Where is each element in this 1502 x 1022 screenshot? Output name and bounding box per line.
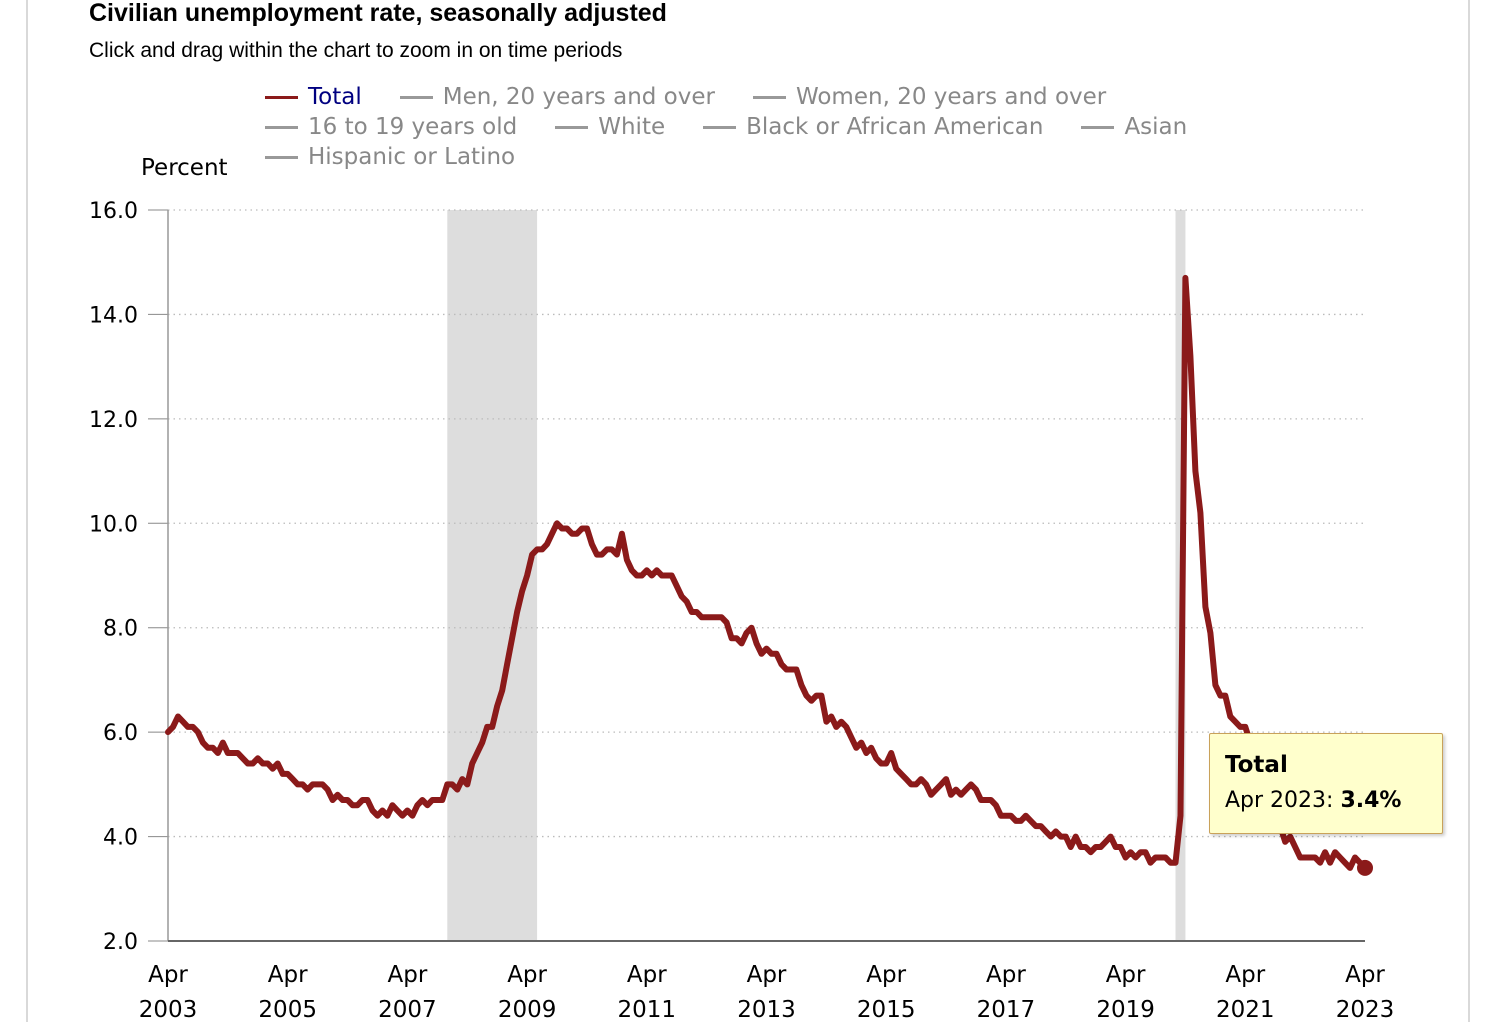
highlight-point	[1357, 859, 1373, 876]
legend-label: Asian	[1124, 114, 1188, 140]
legend-label: Black or African American	[746, 114, 1044, 140]
tooltip-date: Apr 2023	[1225, 788, 1327, 813]
y-tick-label: 2.0	[103, 930, 138, 955]
legend-label: 16 to 19 years old	[308, 114, 518, 140]
y-tick-label: 4.0	[103, 826, 138, 851]
x-tick-label-month: Apr	[1106, 962, 1146, 988]
frame-right-border	[1468, 0, 1470, 1022]
legend-row: Total Men, 20 years and over Women, 20 y…	[265, 82, 1265, 112]
x-tick-label-year: 2003	[139, 997, 198, 1022]
legend-label: Men, 20 years and over	[442, 84, 715, 110]
frame-left-border	[26, 0, 28, 1022]
x-tick-label-year: 2007	[378, 997, 437, 1022]
x-tick-label-year: 2015	[857, 997, 916, 1022]
legend-swatch-icon	[265, 155, 298, 159]
series-line-total[interactable]	[165, 274, 1368, 871]
legend-swatch-icon	[399, 95, 433, 99]
y-tick-label: 8.0	[103, 617, 138, 642]
legend: Total Men, 20 years and over Women, 20 y…	[265, 82, 1265, 172]
legend-swatch-icon	[555, 125, 589, 129]
legend-item-men-20-over[interactable]: Men, 20 years and over	[399, 84, 715, 110]
y-tick-label: 14.0	[89, 303, 138, 328]
y-tick-label: 10.0	[89, 512, 138, 537]
legend-swatch-icon	[752, 95, 786, 99]
x-tick-label-month: Apr	[1225, 962, 1265, 988]
x-tick-label-month: Apr	[388, 962, 428, 988]
chart-subtitle: Click and drag within the chart to zoom …	[89, 39, 623, 62]
x-tick-label-month: Apr	[627, 962, 667, 988]
chart-title: Civilian unemployment rate, seasonally a…	[89, 0, 667, 27]
tooltip-series: Total	[1225, 752, 1288, 778]
x-tick-label-year: 2005	[258, 997, 317, 1022]
x-tick-label-month: Apr	[1345, 962, 1385, 988]
legend-row: Hispanic or Latino	[265, 142, 1265, 172]
legend-swatch-icon	[1081, 125, 1115, 129]
legend-item-16-to-19[interactable]: 16 to 19 years old	[265, 114, 517, 140]
legend-item-white[interactable]: White	[555, 114, 665, 140]
x-tick-label-year: 2009	[498, 997, 557, 1022]
legend-label: White	[598, 114, 666, 140]
legend-label: Hispanic or Latino	[308, 144, 516, 170]
x-tick-label-month: Apr	[507, 962, 547, 988]
y-tick-label: 16.0	[89, 199, 138, 224]
x-tick-label-year: 2013	[737, 997, 796, 1022]
y-tick-label: 12.0	[89, 408, 138, 433]
legend-swatch-icon	[703, 125, 737, 129]
legend-item-black[interactable]: Black or African American	[703, 114, 1043, 140]
legend-swatch-icon	[265, 125, 298, 129]
legend-row: 16 to 19 years old White Black or Africa…	[265, 112, 1265, 142]
x-tick-label-month: Apr	[268, 962, 308, 988]
x-tick-label-month: Apr	[986, 962, 1026, 988]
tooltip-separator: :	[1326, 788, 1341, 813]
legend-item-total[interactable]: Total	[265, 84, 362, 110]
x-tick-label-month: Apr	[747, 962, 787, 988]
legend-label: Women, 20 years and over	[795, 84, 1107, 110]
tooltip-body: Apr 2023: 3.4%	[1225, 788, 1442, 813]
x-tick-label-year: 2023	[1336, 997, 1395, 1022]
x-tick-label-year: 2019	[1096, 997, 1155, 1022]
x-tick-label-year: 2021	[1216, 997, 1275, 1022]
legend-item-asian[interactable]: Asian	[1081, 114, 1187, 140]
recession-band	[447, 210, 538, 941]
y-tick-label: 6.0	[103, 721, 138, 746]
x-tick-label-month: Apr	[866, 962, 906, 988]
x-tick-label-year: 2011	[618, 997, 677, 1022]
x-tick-label-month: Apr	[148, 962, 188, 988]
legend-item-hispanic[interactable]: Hispanic or Latino	[265, 144, 515, 170]
legend-label: Total	[308, 84, 362, 110]
x-tick-label-year: 2017	[977, 997, 1036, 1022]
legend-swatch-icon	[265, 95, 298, 99]
legend-item-women-20-over[interactable]: Women, 20 years and over	[752, 84, 1107, 110]
data-tooltip: Total Apr 2023: 3.4%	[1209, 733, 1443, 834]
y-axis-label: Percent	[141, 155, 228, 181]
tooltip-value: 3.4%	[1340, 788, 1402, 813]
